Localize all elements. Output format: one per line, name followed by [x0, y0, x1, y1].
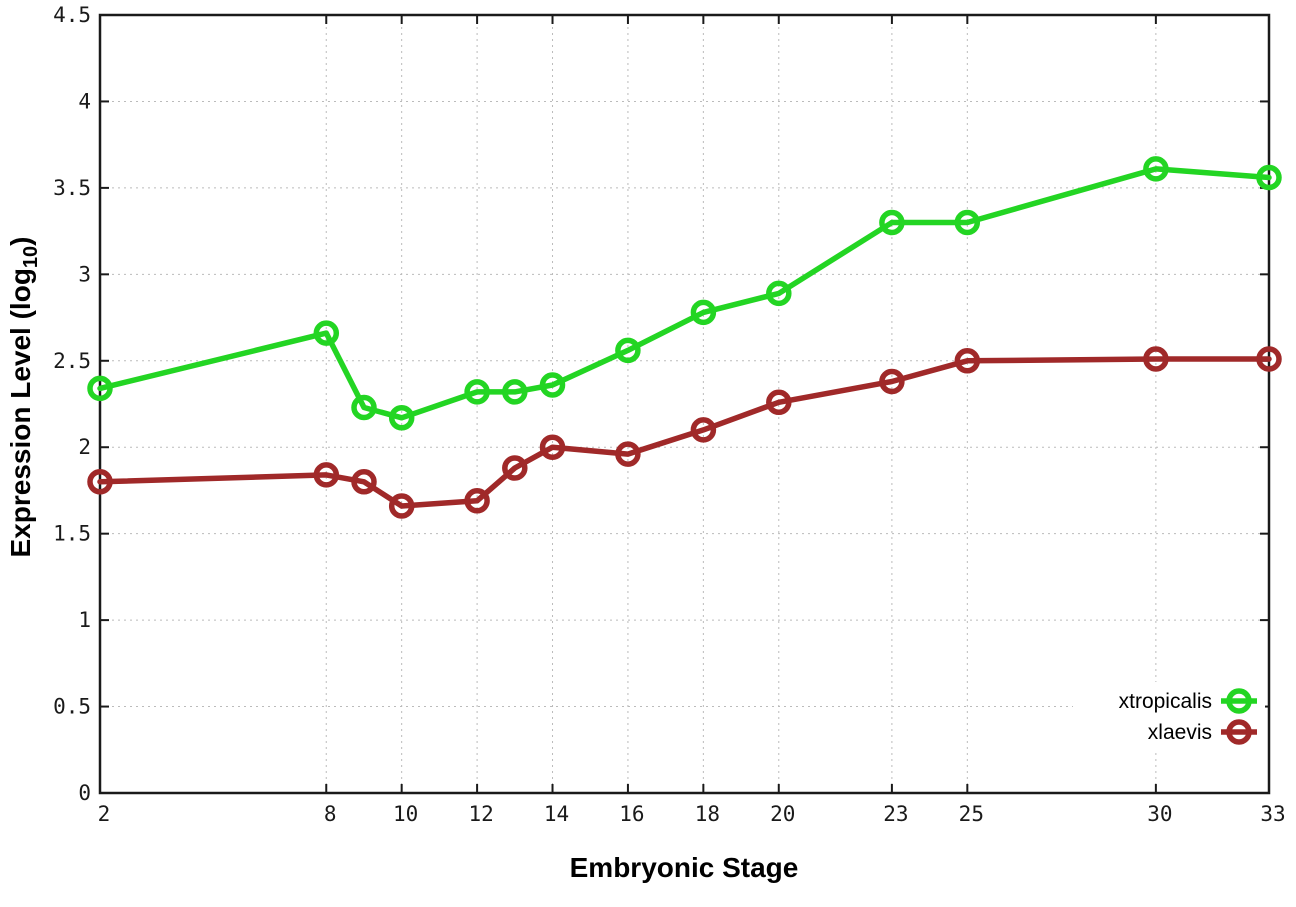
- legend-label-xlaevis: xlaevis: [1148, 721, 1212, 744]
- tick-label-layer: 0 0.5 1 1.5 2 2.5 3 3.5 4 4.5 2 8 10 12 14 16 18 20 23 25 30…: [53, 3, 1286, 826]
- x-tick-label: 16: [619, 802, 644, 826]
- y-tick-label: 3: [78, 262, 91, 286]
- data-point-marker-xtropicalis: [388, 405, 415, 431]
- data-point-marker-xtropicalis: [313, 320, 340, 346]
- y-tick-label: 0: [78, 781, 91, 805]
- legend-marker-icon: [1226, 688, 1252, 714]
- data-point-marker-xtropicalis: [690, 299, 717, 326]
- y-tick-label: 1.5: [53, 522, 91, 546]
- data-point-marker-xtropicalis: [615, 337, 641, 364]
- data-point-marker-xlaevis: [351, 469, 377, 495]
- data-point-marker-xtropicalis: [1143, 156, 1169, 182]
- data-point-marker-xlaevis: [690, 417, 717, 443]
- data-point-marker-xtropicalis: [464, 379, 490, 405]
- data-point-marker-xlaevis: [1143, 346, 1169, 372]
- x-tick-label: 23: [883, 802, 908, 826]
- data-point-marker-xtropicalis: [351, 394, 377, 421]
- x-tick-label: 20: [770, 802, 795, 826]
- data-point-marker-xlaevis: [954, 348, 981, 374]
- legend: xtropicalis xlaevis: [1073, 682, 1265, 749]
- data-point-marker-xlaevis: [87, 469, 113, 495]
- plot-border: [98, 13, 1271, 795]
- legend-marker-icon: [1226, 719, 1252, 745]
- data-point-marker-xlaevis: [766, 389, 792, 416]
- x-tick-label: 12: [468, 802, 493, 826]
- grid-layer: [99, 14, 1270, 794]
- data-point-marker-xtropicalis: [879, 209, 905, 236]
- data-point-marker-xlaevis: [388, 493, 415, 519]
- legend-item-xlaevis: xlaevis: [1148, 719, 1257, 745]
- data-point-marker-xlaevis: [615, 441, 641, 467]
- y-tick-label: 1: [78, 608, 91, 632]
- x-tick-label: 14: [544, 802, 569, 826]
- data-point-marker-xlaevis: [879, 368, 905, 395]
- x-tick-label: 18: [695, 802, 720, 826]
- legend-item-xtropicalis: xtropicalis: [1119, 688, 1257, 714]
- data-point-marker-xtropicalis: [502, 379, 528, 405]
- y-tick-label: 2.5: [53, 349, 91, 373]
- data-point-marker-xlaevis: [1256, 346, 1282, 372]
- series-layer: [87, 156, 1282, 519]
- x-tick-label: 33: [1260, 802, 1285, 826]
- y-tick-label: 0.5: [53, 695, 91, 719]
- tick-layer: [99, 14, 1270, 794]
- series-line-xtropicalis: [97, 166, 1272, 421]
- y-tick-label: 4.5: [53, 3, 91, 27]
- x-axis-label: Embryonic Stage: [570, 852, 799, 883]
- data-point-marker-xlaevis: [539, 434, 566, 460]
- data-point-marker-xtropicalis: [1256, 164, 1282, 191]
- y-tick-label: 2: [78, 435, 91, 459]
- data-point-marker-xlaevis: [313, 462, 340, 488]
- data-point-marker-xtropicalis: [766, 280, 792, 307]
- data-point-marker-xlaevis: [464, 488, 490, 514]
- series-line-xlaevis: [97, 356, 1272, 509]
- y-axis-label: Expression Level (log10): [5, 237, 42, 558]
- x-tick-label: 25: [959, 802, 984, 826]
- x-tick-label: 10: [393, 802, 418, 826]
- y-tick-label: 3.5: [53, 176, 91, 200]
- data-point-marker-xlaevis: [502, 455, 528, 481]
- data-point-marker-xtropicalis: [539, 372, 566, 398]
- y-tick-label: 4: [78, 89, 91, 113]
- x-tick-label: 30: [1147, 802, 1172, 826]
- x-tick-label: 2: [98, 802, 111, 826]
- x-tick-label: 8: [324, 802, 337, 826]
- legend-label-xtropicalis: xtropicalis: [1119, 690, 1212, 713]
- data-point-marker-xtropicalis: [954, 209, 981, 236]
- data-point-marker-xtropicalis: [87, 375, 113, 402]
